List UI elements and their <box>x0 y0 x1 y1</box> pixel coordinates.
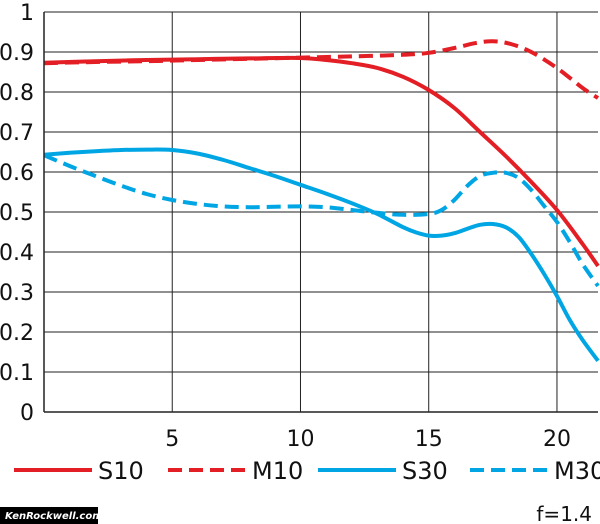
legend-label-m10: M10 <box>252 457 303 485</box>
watermark-box <box>0 507 98 524</box>
y-tick-label-8: 0.8 <box>0 81 34 106</box>
series-line-s30 <box>44 147 600 362</box>
series-line-m30 <box>44 153 600 288</box>
legend-label-s30: S30 <box>402 457 448 485</box>
x-tick-label-1: 10 <box>286 427 314 452</box>
watermark: KenRockwell.com <box>5 511 103 522</box>
y-tick-label-1: 0.1 <box>0 361 34 386</box>
legend-label-s10: S10 <box>98 457 144 485</box>
y-tick-label-2: 0.2 <box>0 321 34 346</box>
y-tick-label-5: 0.5 <box>0 201 34 226</box>
axis-frame <box>43 12 598 413</box>
series-line-m10 <box>44 39 600 100</box>
x-tick-labels: 5 10 15 20 <box>165 427 571 452</box>
x-tick-label-0: 5 <box>165 427 179 452</box>
y-tick-labels: 0 0.1 0.2 0.3 0.4 0.5 0.6 0.7 0.8 0.9 1 <box>0 1 34 426</box>
y-tick-label-4: 0.4 <box>0 241 34 266</box>
legend: S10 M10 S30 M30 <box>14 457 600 485</box>
x-tick-label-2: 15 <box>415 427 443 452</box>
x-tick-label-3: 20 <box>543 427 571 452</box>
y-tick-label-7: 0.7 <box>0 121 34 146</box>
y-tick-label-3: 0.3 <box>0 281 34 306</box>
series-layer <box>44 39 600 362</box>
y-tick-label-6: 0.6 <box>0 161 34 186</box>
aperture-note: f=1.4 <box>536 502 592 524</box>
y-tick-label-10: 1 <box>20 1 34 26</box>
y-tick-label-0: 0 <box>20 401 34 426</box>
grid <box>44 11 598 413</box>
y-tick-label-9: 0.9 <box>0 41 34 66</box>
legend-label-m30: M30 <box>554 457 600 485</box>
